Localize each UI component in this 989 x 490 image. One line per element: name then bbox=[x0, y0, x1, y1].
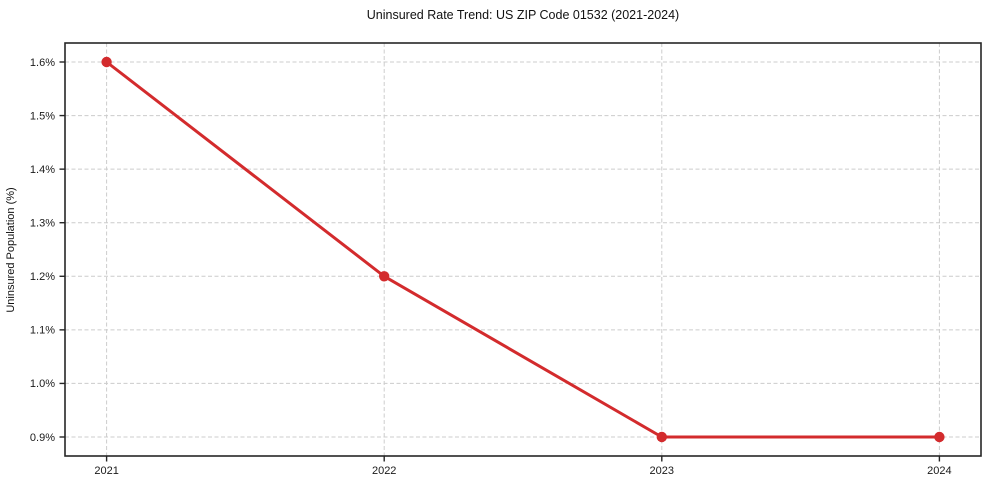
x-tick-label: 2021 bbox=[94, 465, 118, 477]
plot-frame bbox=[64, 42, 982, 457]
y-tick-label: 0.9% bbox=[30, 432, 55, 444]
trend-line bbox=[105, 60, 941, 439]
y-tick-label: 1.5% bbox=[30, 110, 55, 122]
x-tick-label: 2023 bbox=[650, 465, 674, 477]
chart-title: Uninsured Rate Trend: US ZIP Code 01532 … bbox=[367, 8, 679, 22]
x-tick-label: 2022 bbox=[372, 465, 396, 477]
data-point-marker bbox=[656, 431, 667, 443]
data-point-marker bbox=[379, 271, 390, 282]
y-tick-label: 1.0% bbox=[30, 378, 55, 390]
y-tick-label: 1.3% bbox=[30, 218, 55, 230]
axes: 0.9% 1.0% 1.1% 1.2% 1.3% 1.4% 1.5% 1.6% 2021 2022… bbox=[30, 42, 982, 477]
y-tick-label: 1.4% bbox=[30, 164, 55, 176]
y-axis-label: Uninsured Population (%) bbox=[5, 187, 17, 312]
data-point-marker bbox=[934, 431, 945, 443]
y-tick-label: 1.1% bbox=[30, 325, 55, 337]
x-tick-label: 2024 bbox=[927, 465, 951, 477]
grid-lines bbox=[65, 43, 981, 456]
y-tick-label: 1.2% bbox=[30, 271, 55, 283]
y-tick-label: 1.6% bbox=[30, 57, 55, 69]
data-point-marker bbox=[101, 56, 112, 68]
data-series bbox=[101, 56, 945, 443]
